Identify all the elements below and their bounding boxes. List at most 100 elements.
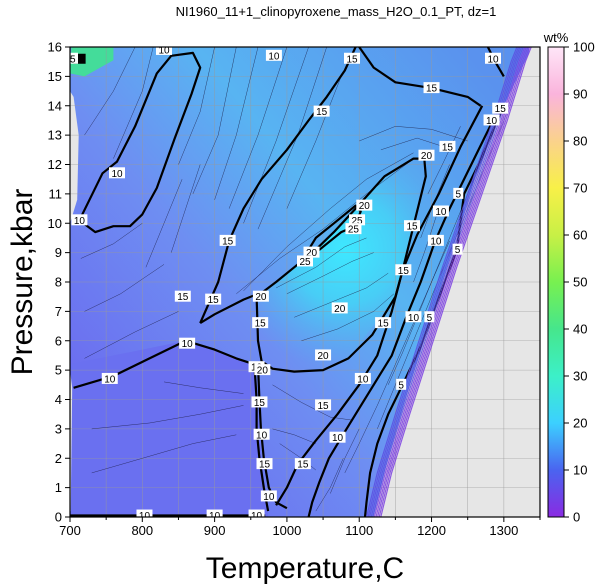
contour-label-text: 10 bbox=[111, 169, 123, 180]
contour-label: 25 bbox=[349, 214, 366, 227]
contour-label-box bbox=[405, 311, 422, 323]
colorbar-tick-label: 100 bbox=[573, 40, 595, 55]
contour-label-text: 10 bbox=[139, 511, 151, 522]
contour-label-box bbox=[424, 311, 435, 323]
contour-label: 15 bbox=[313, 105, 330, 118]
contour-label-text: 15 bbox=[346, 54, 358, 65]
contour-label-box bbox=[71, 214, 88, 226]
contour-label: 20 bbox=[356, 199, 373, 212]
contour-label-box bbox=[101, 372, 118, 384]
contour-label-box bbox=[453, 187, 464, 199]
contour-label-box bbox=[109, 167, 125, 179]
minor-contour-line bbox=[84, 47, 136, 136]
x-tick-label: 1100 bbox=[345, 523, 373, 538]
y-tick-label: 16 bbox=[48, 40, 62, 55]
contour-label-box bbox=[418, 149, 435, 161]
contour-label-text: 10 bbox=[435, 207, 447, 218]
contour-label-box bbox=[315, 349, 332, 361]
edge-band-line bbox=[365, 47, 518, 517]
y-tick-label: 10 bbox=[48, 216, 62, 231]
minor-contours bbox=[80, 47, 508, 512]
minor-contour-line bbox=[243, 47, 309, 224]
contour-label-text: 20 bbox=[255, 292, 267, 303]
contour-label: 15 bbox=[219, 234, 236, 247]
contour-label: 5 bbox=[452, 243, 463, 256]
contour-label-box bbox=[248, 509, 265, 517]
contour-label: 15 bbox=[344, 52, 360, 65]
contour-label-box bbox=[70, 52, 78, 64]
contour-label: 10 bbox=[405, 311, 422, 324]
contour-label-text: 10 bbox=[408, 313, 420, 324]
contour-label-box bbox=[331, 302, 348, 314]
contour-label: 45 bbox=[70, 52, 78, 65]
contour-label-text: 20 bbox=[359, 201, 371, 212]
y-axis-title: Pressure,kbar bbox=[6, 189, 39, 376]
contour-label-text: 25 bbox=[299, 257, 311, 268]
contour-label-text: 15 bbox=[222, 236, 234, 247]
contour-label: 20 bbox=[418, 149, 435, 162]
contour-label-text: 15 bbox=[259, 460, 271, 471]
contour-label: 15 bbox=[404, 220, 421, 233]
contour-label-box bbox=[254, 364, 271, 376]
contour-label-box bbox=[427, 234, 444, 246]
contour-label: 10 bbox=[156, 47, 172, 56]
colorbar-tick-label: 90 bbox=[573, 87, 587, 102]
contour-label: 10 bbox=[265, 49, 282, 62]
contour-label: 15 bbox=[256, 458, 273, 471]
y-tick-label: 4 bbox=[55, 392, 62, 407]
contour-label-text: 15 bbox=[254, 398, 266, 409]
contour-label-text: 20 bbox=[421, 151, 433, 162]
contour-label-text: 10 bbox=[209, 511, 221, 522]
edge-band-line bbox=[367, 47, 520, 517]
contour-label: 10 bbox=[485, 52, 501, 65]
minor-contour-line bbox=[344, 240, 450, 474]
contour-label-box bbox=[156, 47, 172, 55]
x-tick-label: 900 bbox=[204, 523, 226, 538]
edge-band-line bbox=[372, 47, 524, 517]
contour-label: 15 bbox=[375, 317, 392, 330]
contour-label: 10 bbox=[206, 509, 223, 522]
contour-line-10 bbox=[78, 51, 202, 234]
contour-label-text: 10 bbox=[74, 216, 86, 227]
contour-label: 10 bbox=[260, 490, 277, 503]
minor-contour-line bbox=[413, 208, 440, 283]
contour-line-15 bbox=[358, 47, 482, 107]
contour-label-box bbox=[375, 317, 392, 329]
contour-label-box bbox=[492, 102, 509, 114]
contour-label-text: 10 bbox=[430, 236, 442, 247]
contour-label-text: 5 bbox=[455, 245, 461, 256]
x-axis-title: Temperature,C bbox=[206, 552, 404, 585]
contour-label-text: 5 bbox=[398, 380, 404, 391]
contour-label: 15 bbox=[315, 399, 332, 412]
contour-label-text: 10 bbox=[256, 430, 268, 441]
contour-label: 5 bbox=[396, 378, 407, 391]
minor-contour-line bbox=[286, 252, 374, 295]
contour-label-box bbox=[251, 396, 268, 408]
minor-contour-line bbox=[84, 264, 165, 312]
contour-label: 15 bbox=[492, 102, 509, 115]
x-tick-label: 1000 bbox=[272, 523, 301, 538]
y-tick-label: 3 bbox=[55, 421, 62, 436]
contour-label-text: 10 bbox=[263, 492, 275, 503]
contour-label-box bbox=[256, 458, 273, 470]
contour-label: 20 bbox=[254, 364, 271, 377]
contour-label-text: 10 bbox=[486, 116, 498, 127]
x-tick-label: 700 bbox=[59, 523, 81, 538]
contour-label-box bbox=[439, 140, 456, 152]
minor-contour-line bbox=[315, 458, 344, 512]
y-tick-label: 11 bbox=[49, 186, 63, 201]
contour-label-text: 25 bbox=[351, 216, 363, 227]
colorbar-tick-label: 0 bbox=[573, 510, 580, 525]
y-tick-label: 6 bbox=[55, 333, 62, 348]
colorbar-tick-label: 30 bbox=[573, 369, 587, 384]
contour-label-text: 10 bbox=[268, 51, 280, 62]
y-tick-label: 15 bbox=[48, 69, 62, 84]
contour-label: 15 bbox=[439, 140, 456, 153]
contour-label-box bbox=[294, 458, 311, 470]
contour-line-20 bbox=[255, 157, 427, 373]
contour-label-text: 25 bbox=[348, 225, 360, 236]
contour-label-text: 15 bbox=[208, 295, 220, 306]
contour-label-box bbox=[404, 220, 421, 232]
